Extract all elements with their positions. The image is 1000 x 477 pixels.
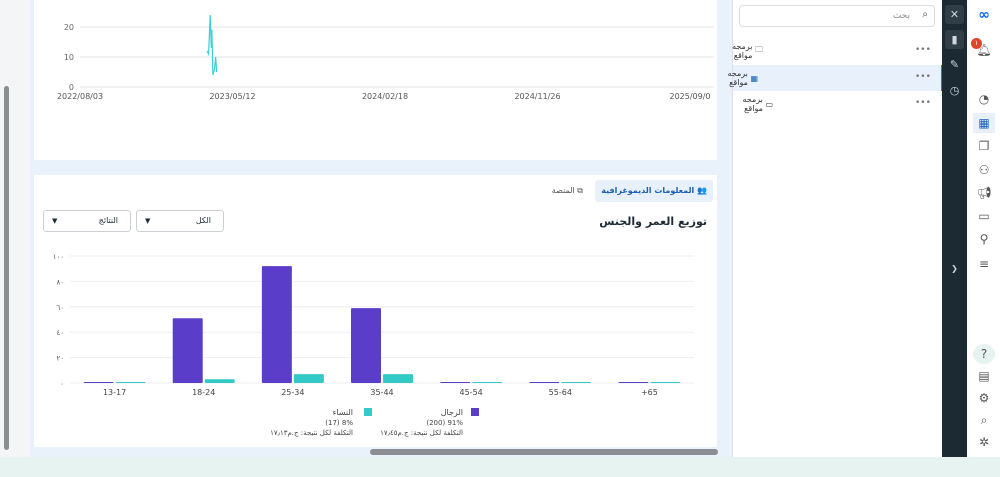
x-tick-label: 35-44 bbox=[370, 388, 393, 395]
chart-icon[interactable]: ▮ bbox=[945, 30, 964, 49]
x-tick-label: 18-24 bbox=[192, 388, 215, 395]
x-tick-label: 2022/08/03 bbox=[57, 92, 103, 101]
bar-men bbox=[83, 382, 114, 383]
notification-badge: ١ bbox=[971, 38, 982, 49]
x-tick-label: 2023/05/12 bbox=[209, 92, 255, 101]
line-series bbox=[206, 14, 218, 76]
x-tick-label: +65 bbox=[641, 388, 658, 395]
y-tick-label: ١٠٠ bbox=[53, 253, 64, 261]
y-tick-label: ٠ bbox=[60, 380, 64, 388]
more-icon[interactable]: ••• bbox=[915, 98, 931, 108]
pencil-icon[interactable]: ✎ bbox=[949, 58, 960, 71]
bar-men bbox=[261, 266, 292, 383]
tab-platform[interactable]: ⧉ المنصة bbox=[551, 186, 583, 195]
y-tick-label: ٦٠ bbox=[56, 304, 64, 312]
pages-icon[interactable]: ❐ bbox=[978, 139, 990, 153]
more-icon[interactable]: ••• bbox=[915, 45, 931, 55]
megaphone-icon[interactable]: 📢︎ bbox=[976, 186, 992, 200]
legend-swatch bbox=[364, 408, 372, 416]
vertical-scrollbar[interactable] bbox=[4, 86, 9, 450]
bar-women bbox=[115, 382, 146, 383]
y-tick-label: 0 bbox=[69, 83, 74, 92]
y-tick-label: ٢٠ bbox=[56, 355, 64, 363]
settings-icon[interactable]: ⚙ bbox=[978, 391, 990, 405]
bottom-bar bbox=[0, 457, 1000, 477]
bar-men bbox=[351, 308, 381, 383]
bar-women bbox=[204, 379, 235, 383]
main-area: 0 10 20 2022/08/03 2023/05/12 2024/02/18 2024/… bbox=[30, 0, 732, 457]
tree-item-campaign[interactable]: 🗀 برمجه مواقع ••• bbox=[732, 42, 931, 60]
clock-icon[interactable]: ◷ bbox=[949, 84, 960, 97]
campaign-panel: بحث ⌕ 🗀 برمجه مواقع ••• ▦ برمجه مواقع ••• ▭… bbox=[728, 0, 943, 457]
filter-results-select[interactable]: النتائج ▼ bbox=[43, 210, 131, 232]
y-tick-label: ٨٠ bbox=[56, 278, 64, 286]
grid-icon: ▦ bbox=[750, 73, 758, 83]
section-title: توزيع العمر والجنس bbox=[599, 215, 707, 228]
demographics-card: 👥 المعلومات الديموغرافية ⧉ المنصة توزيع … bbox=[34, 175, 717, 447]
bar-women bbox=[650, 382, 681, 383]
legend-men-text: الرجال 91% (200) التكلفة لكل نتيجة: ج.م١٧٫… bbox=[380, 408, 463, 437]
legend-men-swatch bbox=[471, 408, 479, 416]
table-icon[interactable]: ▦ bbox=[973, 113, 995, 133]
bug-icon[interactable]: ✲ bbox=[978, 435, 990, 449]
expand-icon[interactable]: ❯ bbox=[951, 264, 958, 273]
x-tick-label: 45-54 bbox=[460, 388, 483, 395]
window-icon: ▭ bbox=[765, 99, 773, 109]
more-icon[interactable]: ••• bbox=[915, 72, 931, 82]
bar-women bbox=[472, 382, 503, 383]
bar-men bbox=[440, 382, 471, 383]
close-icon[interactable]: ✕ bbox=[945, 5, 964, 24]
bar-men bbox=[618, 382, 649, 383]
platform-icon: ⧉ bbox=[577, 186, 583, 195]
x-tick-label: 25-34 bbox=[281, 388, 304, 395]
x-tick-label: 2025/09/0 bbox=[669, 92, 710, 101]
bar-men bbox=[529, 382, 560, 383]
x-tick-label: 2024/11/26 bbox=[514, 92, 560, 101]
bar-women bbox=[383, 374, 413, 383]
tool-strip: ✕ ▮ ✎ ◷ ❯ bbox=[942, 0, 967, 457]
nav-rail: ∞ 🔔︎ ١ ◔ ▦ ❐ ⚇ 📢︎ ▭ ⚲ ≡ ? ▤ ⚙ ⌕ ✲ bbox=[967, 0, 1000, 457]
filter-all-select[interactable]: الكل ▼ bbox=[136, 210, 224, 232]
legend-women-text: النساء 8% (17) التكلفة لكل نتيجة: ج.م١٧٫١٣ bbox=[270, 408, 353, 437]
x-tick-label: 2024/02/18 bbox=[362, 92, 408, 101]
bar-chart: ٠ ٢٠ ٤٠ ٦٠ ٨٠ ١٠٠ 13-17 18-24 25-34 35-44 45-54 55-… bbox=[53, 253, 694, 395]
folder-icon: 🗀 bbox=[755, 45, 763, 54]
line-chart: 0 10 20 2022/08/03 2023/05/12 2024/02/18 2024/… bbox=[57, 14, 714, 101]
bar-women bbox=[561, 382, 592, 383]
tree-item-adset[interactable]: ▦ برمجه مواقع ••• bbox=[728, 65, 943, 91]
x-tick-label: 55-64 bbox=[549, 388, 572, 395]
search-icon[interactable]: ⌕ bbox=[980, 413, 988, 427]
help-icon[interactable]: ? bbox=[973, 344, 995, 364]
horizontal-scrollbar[interactable] bbox=[370, 449, 718, 455]
tree-item-ad[interactable]: ▭ برمجه مواقع ••• bbox=[742, 95, 931, 113]
audience-icon[interactable]: ⚇ bbox=[978, 163, 990, 177]
y-tick-label: 20 bbox=[64, 23, 74, 32]
news-icon[interactable]: ▤ bbox=[978, 369, 990, 383]
bar-women bbox=[293, 374, 324, 383]
y-tick-label: 10 bbox=[64, 53, 74, 62]
network-icon[interactable]: ⚲ bbox=[979, 232, 989, 246]
y-tick-label: ٤٠ bbox=[56, 329, 64, 337]
meta-logo-icon[interactable]: ∞ bbox=[978, 7, 990, 23]
menu-icon[interactable]: ≡ bbox=[978, 257, 990, 271]
x-tick-label: 13-17 bbox=[103, 388, 126, 395]
chevron-down-icon: ▼ bbox=[145, 217, 151, 225]
search-input[interactable]: بحث ⌕ bbox=[739, 5, 935, 27]
search-icon: ⌕ bbox=[922, 9, 928, 20]
chevron-down-icon: ▼ bbox=[52, 217, 58, 225]
line-chart-card: 0 10 20 2022/08/03 2023/05/12 2024/02/18 2024/… bbox=[34, 0, 717, 160]
bell-icon[interactable]: 🔔︎ ١ bbox=[971, 38, 995, 60]
tab-demographics[interactable]: 👥 المعلومات الديموغرافية bbox=[595, 180, 713, 202]
bar-men bbox=[172, 318, 203, 383]
dashboard-icon[interactable]: ◔ bbox=[978, 92, 990, 106]
people-icon: 👥 bbox=[697, 186, 707, 195]
billing-icon[interactable]: ▭ bbox=[978, 209, 990, 223]
